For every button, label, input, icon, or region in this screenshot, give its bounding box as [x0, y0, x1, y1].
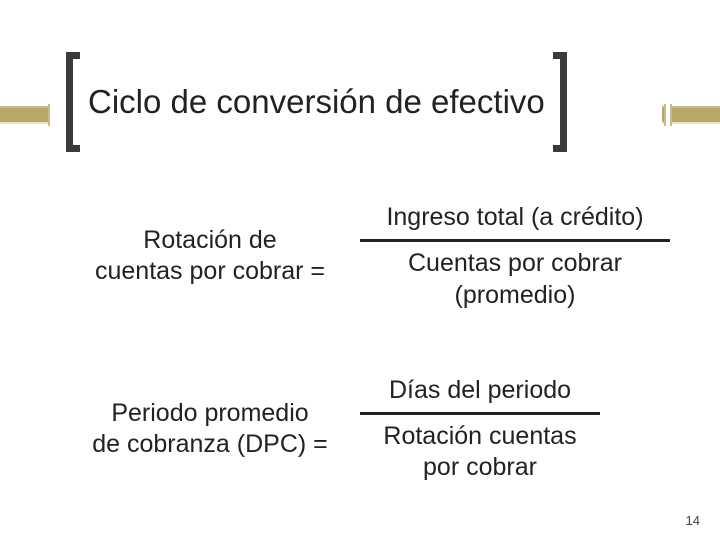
fraction-den-line2: (promedio) [455, 281, 576, 309]
fraction-numerator: Días del periodo [383, 373, 577, 408]
fraction-den-line2: por cobrar [423, 453, 537, 481]
fraction-bar [360, 239, 670, 242]
slide-title: Ciclo de conversión de efectivo [80, 83, 553, 121]
fraction-den-line1: Cuentas por cobrar [408, 249, 622, 277]
page-number: 14 [686, 513, 700, 528]
content-area: Rotación de cuentas por cobrar = Ingreso… [60, 200, 680, 546]
fraction-den-line1: Rotación cuentas [383, 422, 576, 450]
formula-row: Rotación de cuentas por cobrar = Ingreso… [60, 200, 680, 313]
formula-label: Rotación de cuentas por cobrar = [60, 225, 360, 288]
formula-label-line2: cuentas por cobrar = [95, 257, 325, 285]
formula-label-line1: Periodo promedio [111, 399, 308, 427]
fraction-numerator: Ingreso total (a crédito) [380, 200, 649, 235]
slide-title-wrap: Ciclo de conversión de efectivo [58, 52, 575, 152]
fraction: Ingreso total (a crédito) Cuentas por co… [360, 200, 670, 313]
formula-label-line2: de cobranza (DPC) = [92, 430, 328, 458]
formula-label-line1: Rotación de [143, 226, 276, 254]
fraction-denominator: Rotación cuentas por cobrar [377, 419, 582, 486]
band-gap-right [664, 104, 672, 126]
formula-label: Periodo promedio de cobranza (DPC) = [60, 398, 360, 461]
formula-row: Periodo promedio de cobranza (DPC) = Día… [60, 373, 680, 486]
bracket-right-icon [553, 52, 567, 152]
fraction-bar [360, 412, 600, 415]
fraction: Días del periodo Rotación cuentas por co… [360, 373, 600, 486]
bracket-left-icon [66, 52, 80, 152]
fraction-denominator: Cuentas por cobrar (promedio) [402, 246, 628, 313]
